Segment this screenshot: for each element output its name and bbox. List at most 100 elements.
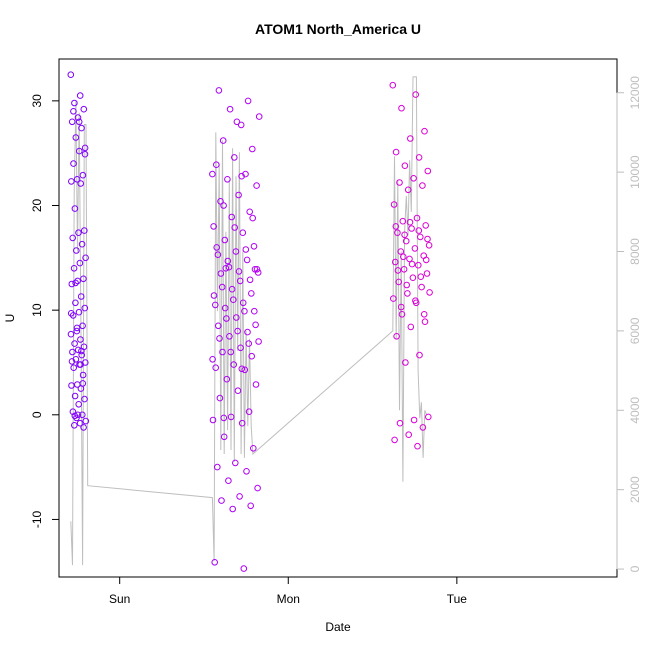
data-point	[73, 327, 81, 335]
data-point	[223, 315, 230, 322]
data-point	[409, 274, 417, 282]
data-point	[215, 87, 223, 94]
data-point	[400, 266, 408, 273]
data-point	[401, 162, 409, 169]
data-point	[421, 127, 428, 135]
secondary-line	[70, 76, 427, 566]
data-point	[254, 484, 261, 492]
data-point	[78, 240, 86, 248]
chart-title: ATOM1 North_America U	[255, 21, 421, 37]
data-point	[71, 412, 79, 420]
x-tick-label: Sun	[109, 592, 130, 606]
x-tick-label: Mon	[277, 592, 300, 606]
y2-tick-label: 6000	[628, 317, 642, 344]
secondary-line-group	[70, 76, 427, 566]
data-point	[69, 234, 76, 242]
data-point	[79, 411, 86, 419]
data-point	[212, 364, 219, 372]
data-point	[254, 269, 262, 276]
data-point	[250, 243, 258, 250]
data-point	[404, 290, 411, 297]
data-point	[74, 411, 82, 419]
data-point	[422, 256, 430, 264]
data-point	[236, 277, 244, 285]
data-point	[73, 247, 80, 254]
data-point	[392, 258, 399, 266]
data-point	[78, 347, 85, 355]
data-point	[426, 289, 433, 296]
data-point	[406, 218, 414, 226]
data-point	[219, 348, 226, 356]
data-point	[397, 248, 405, 255]
data-point	[79, 380, 87, 387]
data-point	[425, 242, 433, 249]
data-point	[399, 217, 407, 225]
y2-tick-label: 10000	[628, 155, 642, 189]
data-point	[232, 459, 239, 467]
data-point	[213, 161, 220, 168]
y-tick-label: 30	[30, 94, 44, 108]
data-point	[216, 394, 224, 402]
data-point	[245, 340, 252, 347]
data-point	[397, 303, 405, 311]
data-point	[81, 144, 89, 152]
data-point	[80, 275, 87, 283]
data-point	[221, 236, 229, 244]
data-point	[214, 251, 222, 258]
data-point	[417, 233, 424, 241]
data-point	[396, 179, 403, 186]
data-point	[253, 266, 261, 273]
y-tick-label: 10	[30, 303, 44, 317]
data-point	[395, 278, 403, 286]
data-point	[416, 351, 423, 359]
data-point	[391, 436, 398, 444]
data-point	[72, 299, 79, 307]
data-point	[68, 280, 76, 288]
y-axis-label: U	[3, 314, 17, 323]
data-point	[71, 99, 78, 107]
data-point	[248, 290, 255, 297]
data-point	[82, 417, 90, 425]
data-point	[406, 255, 413, 263]
data-point	[390, 201, 398, 208]
data-point	[229, 505, 236, 513]
data-point	[408, 225, 415, 232]
data-point	[237, 344, 244, 352]
data-point	[75, 118, 83, 126]
data-point	[421, 318, 429, 326]
data-point	[225, 263, 233, 271]
data-point	[237, 121, 245, 129]
data-point	[231, 224, 238, 231]
data-point	[235, 268, 243, 275]
data-point	[215, 322, 222, 330]
data-point	[412, 91, 420, 98]
data-point	[212, 301, 219, 309]
data-point	[70, 364, 77, 372]
data-point	[392, 223, 400, 230]
data-point	[392, 148, 400, 156]
data-point	[243, 256, 251, 264]
data-point	[393, 333, 400, 340]
data-point	[70, 108, 77, 115]
data-point	[425, 413, 432, 421]
data-point	[405, 431, 413, 439]
data-point	[424, 235, 431, 243]
data-point	[423, 270, 431, 277]
data-point	[73, 176, 81, 183]
data-point	[81, 227, 88, 234]
data-point	[69, 408, 77, 416]
data-point	[253, 182, 260, 189]
data-point	[252, 381, 260, 388]
y2-tick-label: 12000	[628, 76, 642, 110]
data-point	[71, 422, 78, 429]
data-point	[232, 248, 240, 255]
data-point	[70, 160, 77, 167]
data-point	[76, 147, 83, 155]
data-point	[407, 135, 414, 142]
data-point	[234, 387, 242, 395]
data-point	[210, 292, 218, 299]
data-point	[79, 171, 87, 179]
x-tick-label: Tue	[447, 592, 468, 606]
data-point	[238, 419, 246, 427]
data-point	[81, 395, 88, 403]
